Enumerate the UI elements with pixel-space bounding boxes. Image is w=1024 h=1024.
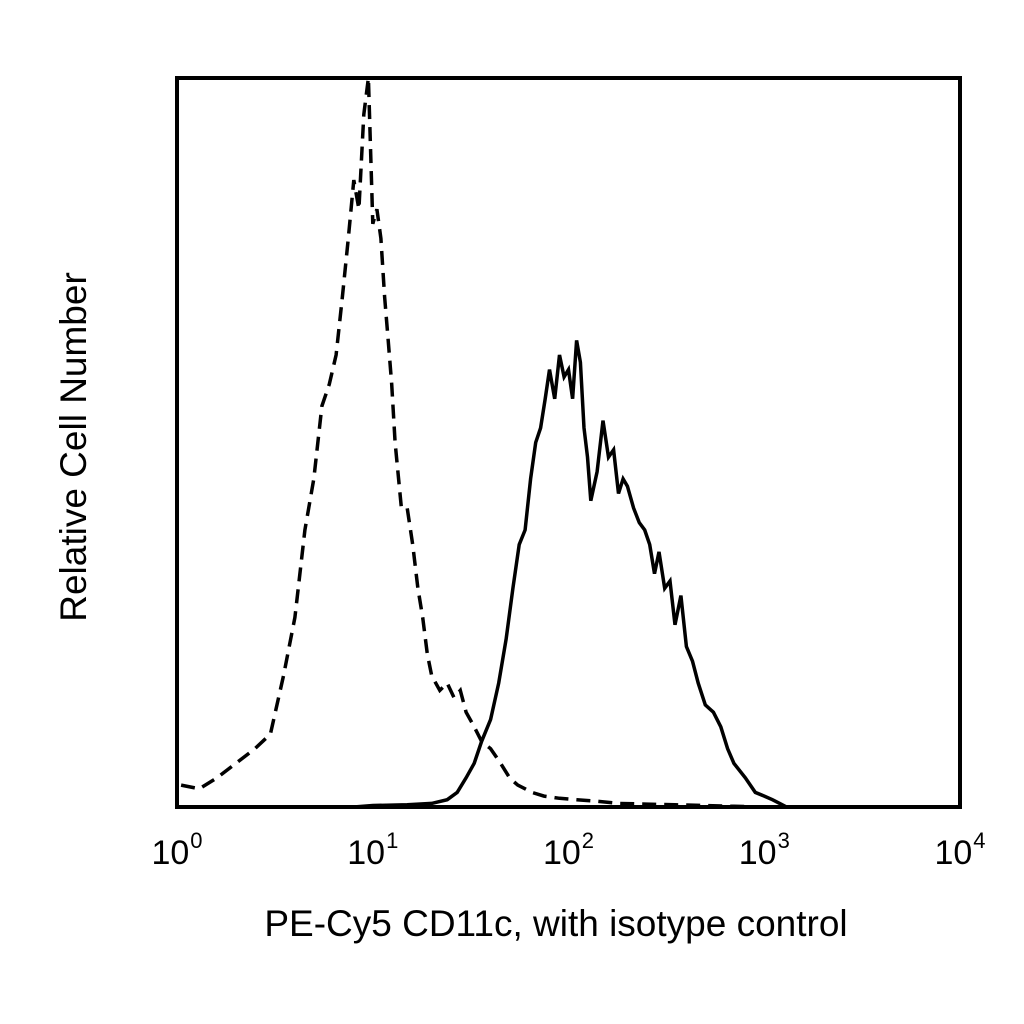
x-tick-base: 10 bbox=[151, 834, 189, 872]
x-axis-label: PE-Cy5 CD11c, with isotype control bbox=[264, 903, 847, 944]
x-tick-exponent: 2 bbox=[582, 828, 594, 853]
x-tick-label: 101 bbox=[347, 828, 398, 872]
x-tick-label: 104 bbox=[934, 828, 985, 872]
isotype-control-series bbox=[180, 78, 787, 807]
x-tick-exponent: 0 bbox=[190, 828, 202, 853]
x-tick-exponent: 4 bbox=[973, 828, 985, 853]
x-tick-labels: 100 101 102 103 104 bbox=[151, 828, 985, 872]
x-tick-exponent: 1 bbox=[386, 828, 398, 853]
x-tick-base: 10 bbox=[543, 834, 581, 872]
x-tick-label: 100 bbox=[151, 828, 202, 872]
x-tick-exponent: 3 bbox=[778, 828, 790, 853]
y-axis-label: Relative Cell Number bbox=[53, 272, 94, 622]
x-tick-label: 103 bbox=[739, 828, 790, 872]
x-tick-base: 10 bbox=[739, 834, 777, 872]
series-layer bbox=[180, 78, 788, 807]
x-tick-base: 10 bbox=[347, 834, 385, 872]
x-tick-base: 10 bbox=[934, 834, 972, 872]
cd11c-series bbox=[353, 340, 788, 807]
plot-frame bbox=[175, 76, 962, 809]
x-tick-label: 102 bbox=[543, 828, 594, 872]
